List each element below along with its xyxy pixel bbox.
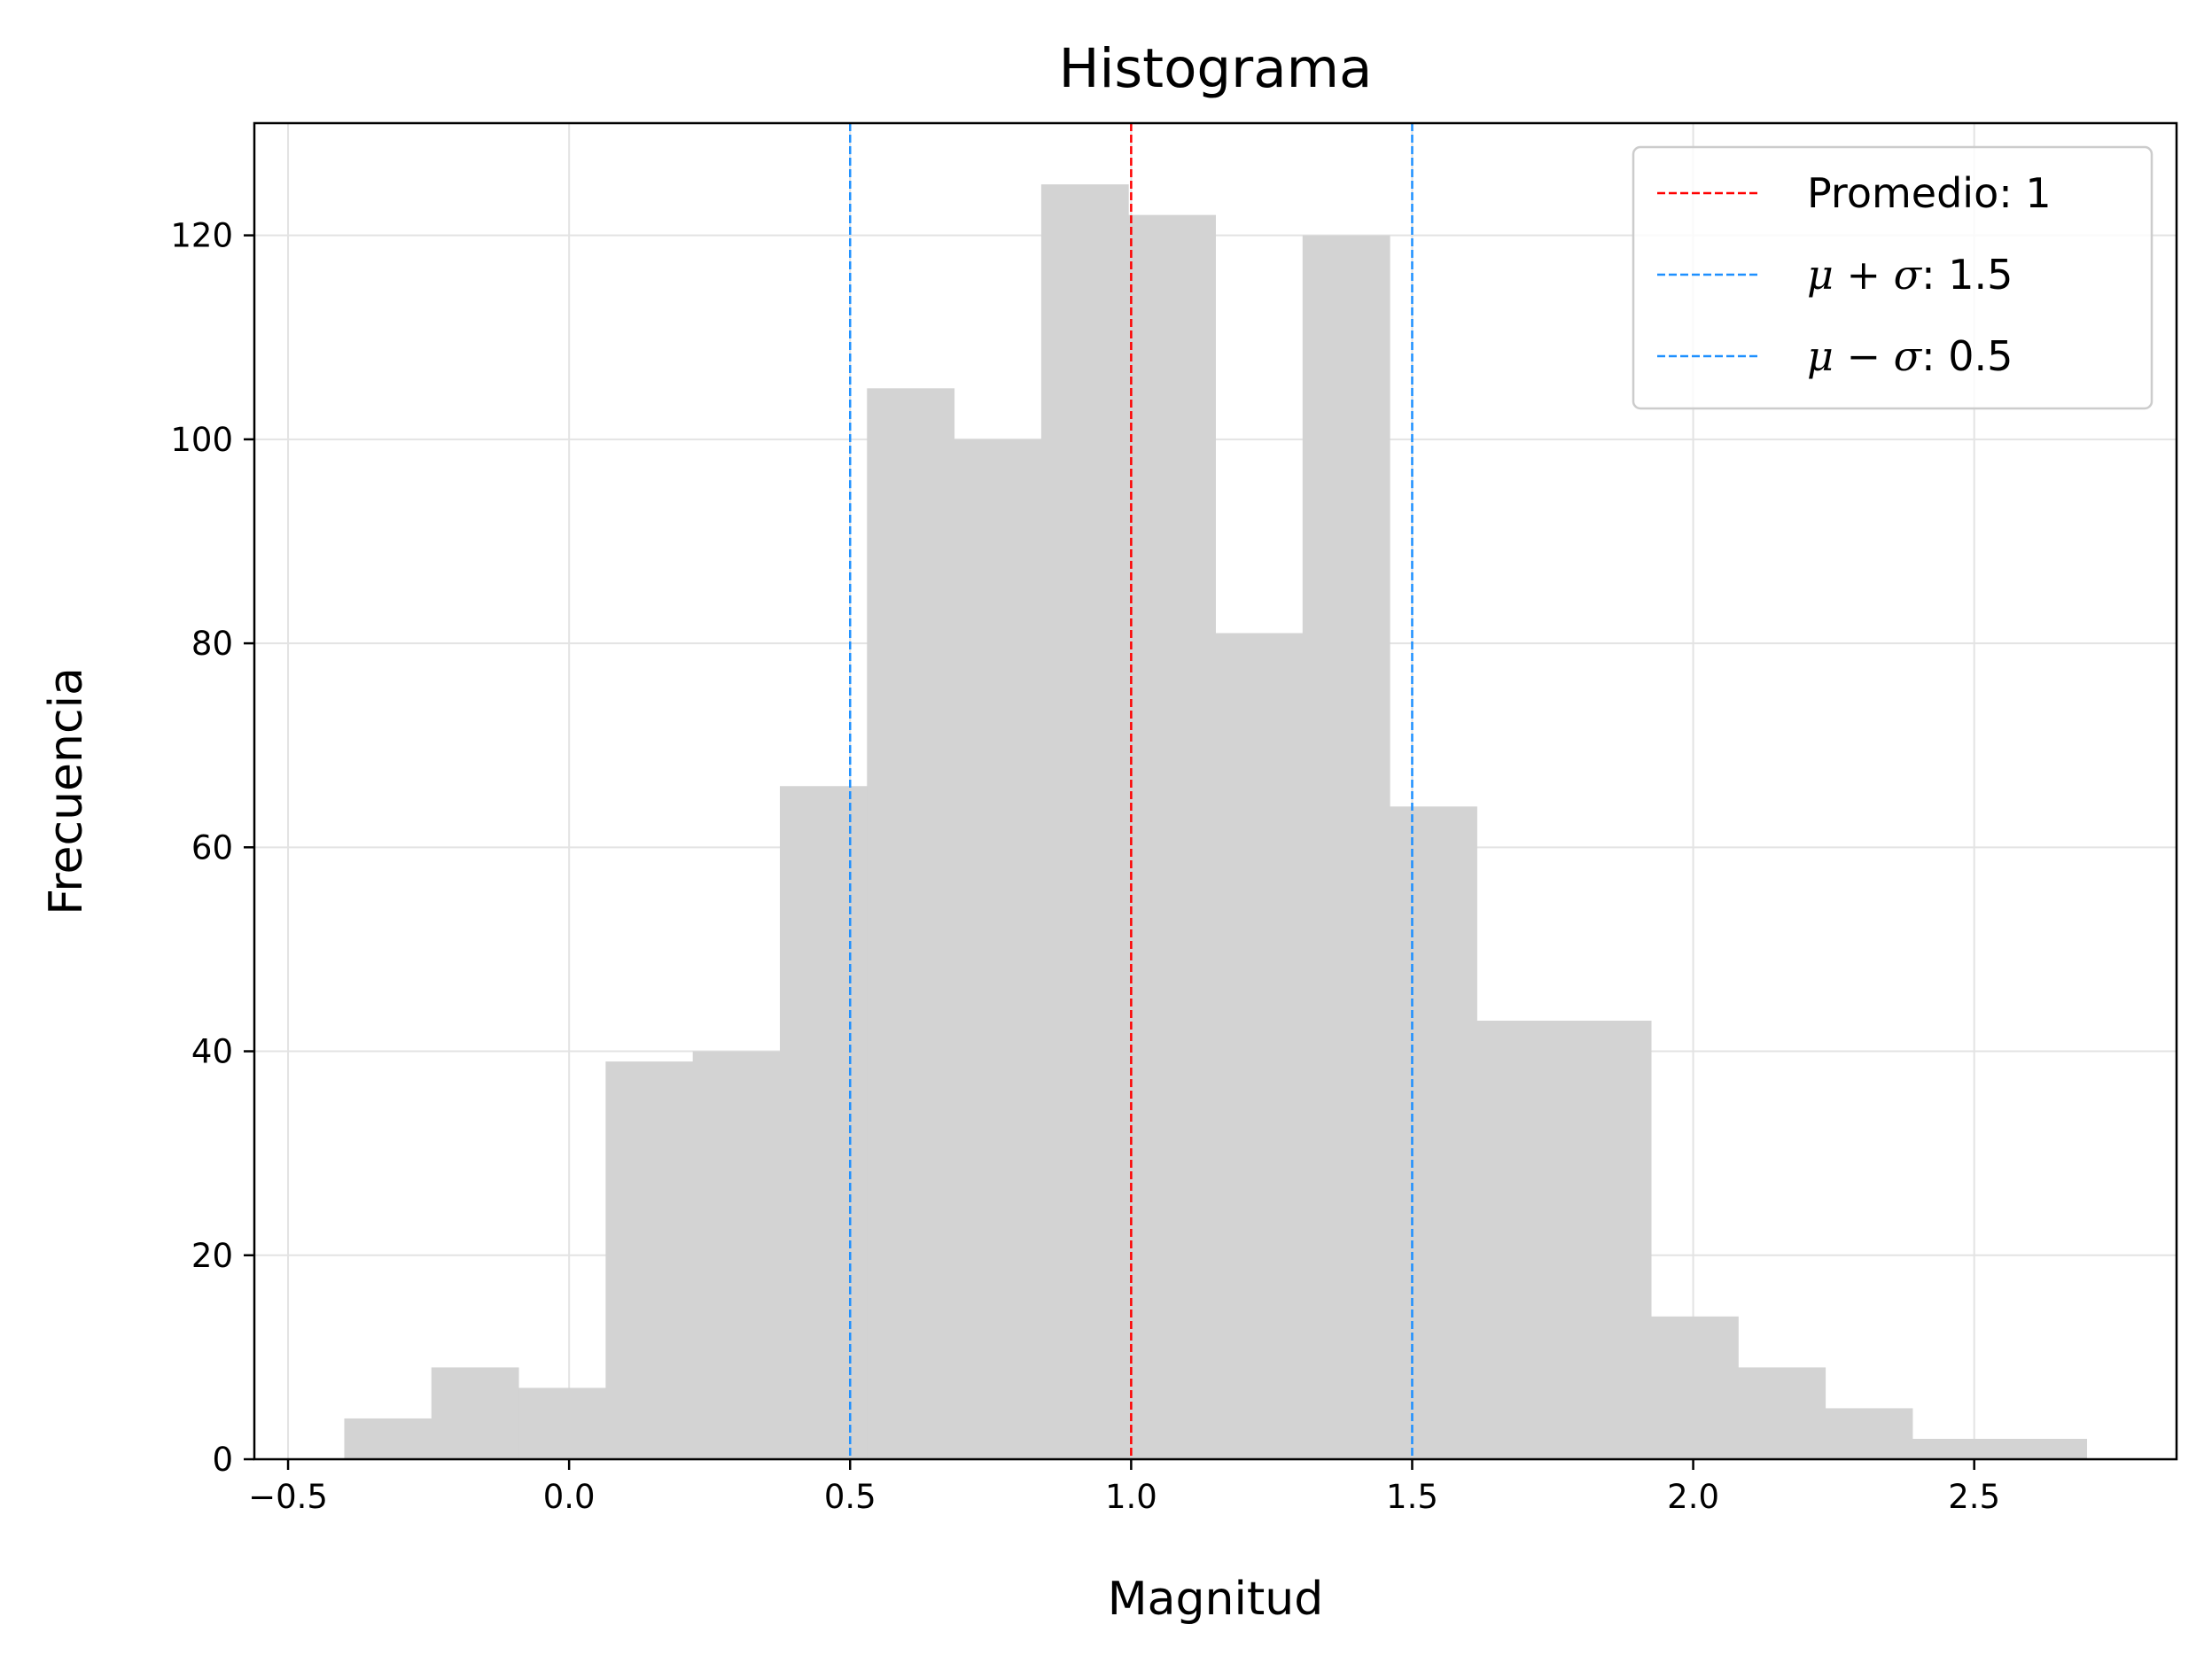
y-tick-label: 0 xyxy=(212,1441,233,1479)
histogram-bar xyxy=(1738,1367,1826,1459)
histogram-bar xyxy=(344,1418,432,1459)
histogram-bar xyxy=(1302,235,1390,1459)
histogram-bar xyxy=(867,388,955,1459)
y-tick-label: 20 xyxy=(191,1237,233,1275)
y-tick-label: 120 xyxy=(170,217,233,255)
histogram-bar xyxy=(1215,633,1304,1459)
ticks-layer: −0.5 0.0 0.5 1.0 1.5 2.0 2.5 0 20 40 60 80 100 120 xyxy=(170,217,2000,1516)
x-tick-label: 2.0 xyxy=(1667,1478,1719,1516)
x-tick-label: 1.0 xyxy=(1105,1478,1157,1516)
histogram-bar xyxy=(431,1367,519,1459)
legend: Promedio: 1 μ + σ: 1.5 μ − σ: 0.5 xyxy=(1632,145,2154,410)
legend-entry-label: Promedio: 1 xyxy=(1807,169,2052,217)
histogram-bar xyxy=(1040,184,1129,1459)
histogram-bar xyxy=(779,786,868,1459)
histogram-bar xyxy=(954,439,1042,1459)
reference-lines-layer xyxy=(849,123,1414,1459)
chart-title: Histograma xyxy=(1059,37,1373,100)
x-axis-title: Magnitud xyxy=(1108,1573,1324,1626)
histogram-bar xyxy=(1912,1438,2000,1459)
bars-layer xyxy=(344,184,2088,1460)
histogram-bar xyxy=(1651,1316,1739,1459)
histogram-bar xyxy=(1563,1021,1652,1459)
legend-box xyxy=(1632,145,2154,410)
y-tick-label: 80 xyxy=(191,625,233,663)
histogram-bar xyxy=(605,1061,694,1459)
axes-frame xyxy=(253,121,2178,1461)
histogram-bar xyxy=(1128,214,1216,1460)
histogram-bar xyxy=(518,1387,606,1459)
x-tick-label: −0.5 xyxy=(248,1478,328,1516)
y-tick-label: 40 xyxy=(191,1033,233,1071)
legend-entry-label: μ + σ: 1.5 xyxy=(1807,251,2013,299)
histogram-bar xyxy=(692,1051,781,1459)
histogram-bar xyxy=(1825,1408,1913,1459)
x-tick-label: 1.5 xyxy=(1386,1478,1438,1516)
x-tick-label: 0.0 xyxy=(543,1478,596,1516)
y-tick-label: 100 xyxy=(170,421,233,459)
histogram-bar xyxy=(1999,1438,2088,1459)
y-axis-title: Frecuencia xyxy=(40,667,93,915)
x-tick-label: 2.5 xyxy=(1948,1478,2000,1516)
legend-entry-label: μ − σ: 0.5 xyxy=(1807,332,2013,380)
x-tick-label: 0.5 xyxy=(824,1478,876,1516)
y-tick-label: 60 xyxy=(191,828,233,867)
histogram-bar xyxy=(1390,806,1477,1459)
histogram-bar xyxy=(1476,1021,1565,1459)
